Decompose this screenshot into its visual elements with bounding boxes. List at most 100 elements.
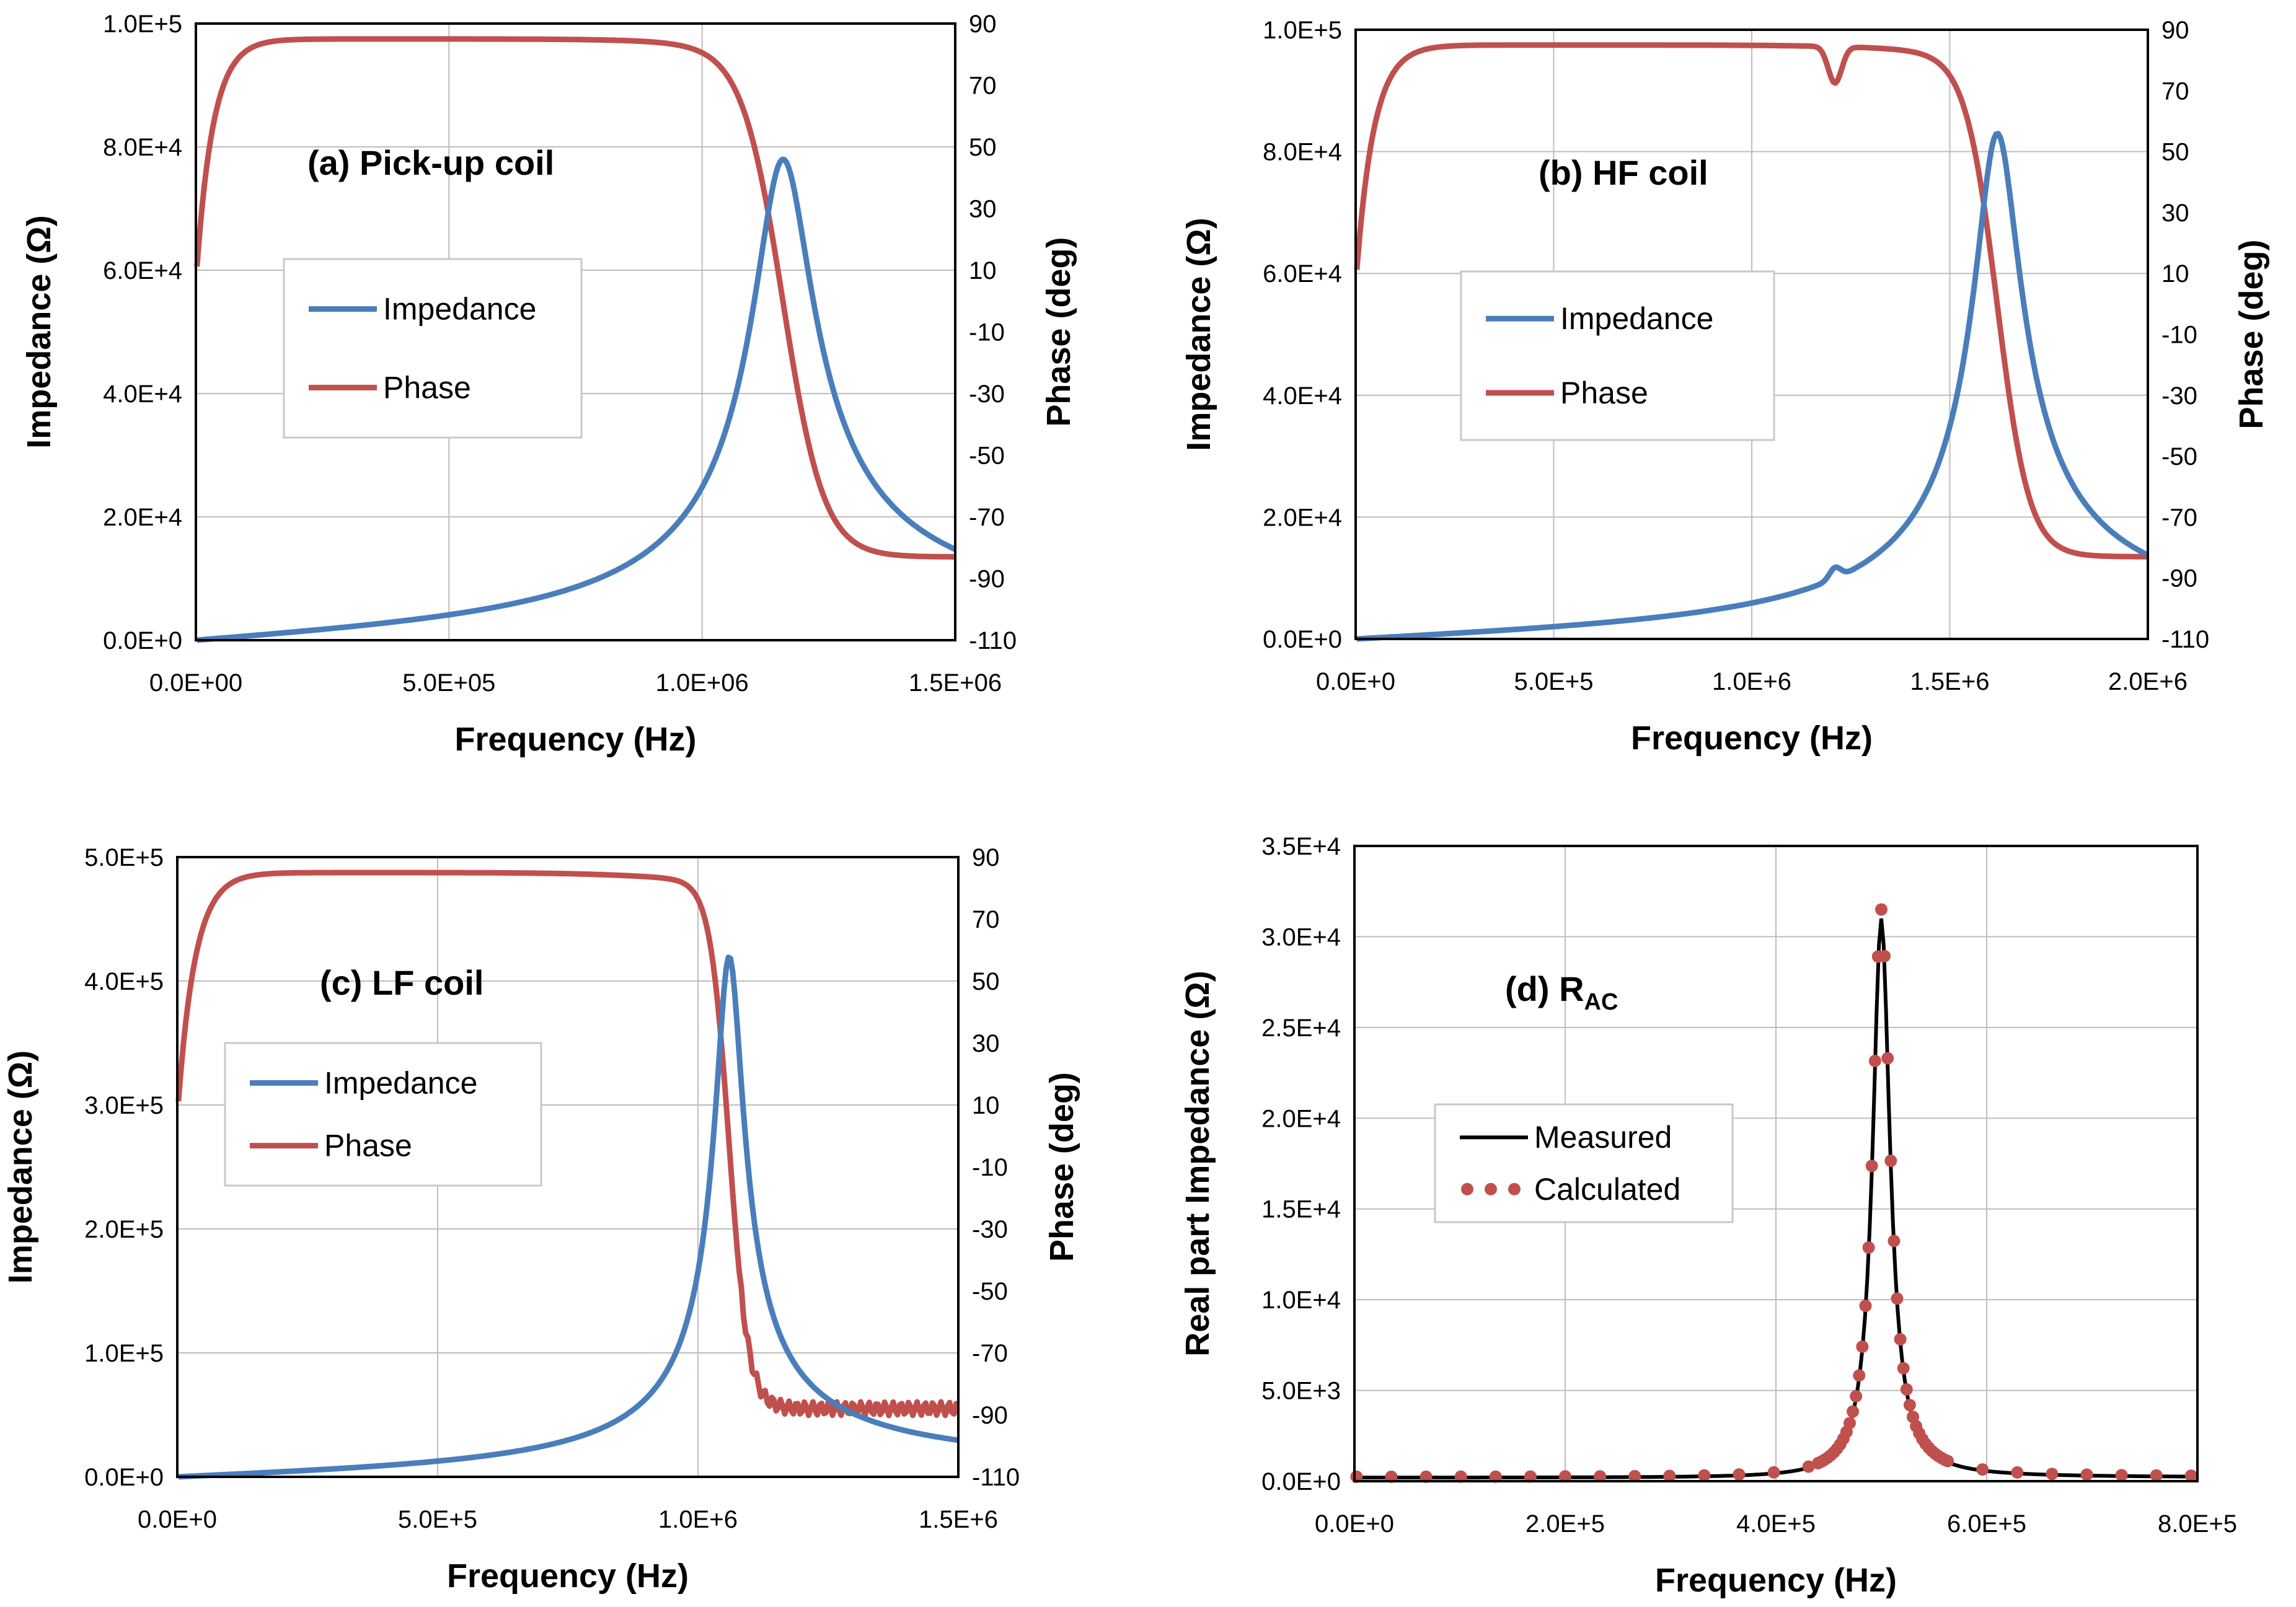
calculated-point xyxy=(1878,949,1891,962)
calculated-point xyxy=(1875,903,1888,916)
calculated-point xyxy=(1853,1369,1866,1382)
calculated-point xyxy=(2011,1466,2024,1479)
y2-tick-label: -70 xyxy=(969,504,1005,531)
impedance-series-line xyxy=(1355,131,2149,642)
chart-d: 0.0E+0 2.0E+5 4.0E+5 6.0E+5 8.0E+5 0.0E+0 5.0E… xyxy=(1179,833,2237,1599)
x-axis-label: Frequency (Hz) xyxy=(1655,1562,1897,1599)
calculated-point xyxy=(1420,1470,1433,1483)
y2-axis-label: Phase (deg) xyxy=(1043,1072,1080,1262)
legend-label-impedance: Impedance xyxy=(383,292,536,327)
y2-tick-label: -30 xyxy=(2161,382,2197,410)
y2-axis-label: Phase (deg) xyxy=(2233,239,2270,429)
x-tick-label: 0.0E+0 xyxy=(1316,668,1395,695)
panel-title: (d) RAC xyxy=(1505,969,1618,1015)
y2-tick-label: 30 xyxy=(972,1030,1000,1057)
y-tick-label: 5.0E+3 xyxy=(1261,1378,1341,1405)
legend-swatch-dot xyxy=(1461,1182,1473,1195)
x-tick-label: 1.5E+06 xyxy=(909,669,1002,697)
y-tick-label: 0.0E+0 xyxy=(1263,626,1342,653)
calculated-point xyxy=(1976,1463,1989,1476)
y-tick-label: 4.0E+4 xyxy=(1263,382,1342,410)
calculated-point xyxy=(1559,1470,1571,1483)
calculated-point xyxy=(1733,1468,1746,1481)
chart-c: 0.0E+0 5.0E+5 1.0E+6 1.5E+6 0.0E+0 1.0E+5 2.0E… xyxy=(2,844,1080,1595)
calculated-point xyxy=(1843,1417,1856,1430)
calculated-point xyxy=(1663,1469,1676,1482)
y2-tick-label: -90 xyxy=(2161,565,2197,592)
legend-box xyxy=(283,258,583,439)
y-tick-label: 0.0E+0 xyxy=(103,627,182,654)
y-tick-label: 4.0E+5 xyxy=(84,968,164,995)
y2-tick-label: -70 xyxy=(972,1340,1008,1367)
y2-tick-label: 90 xyxy=(972,844,1000,871)
y2-tick-label: -10 xyxy=(969,319,1005,346)
calculated-point xyxy=(1454,1470,1467,1483)
calculated-point xyxy=(1385,1470,1398,1483)
calculated-point xyxy=(1888,1235,1901,1248)
panel-title: (b) HF coil xyxy=(1539,153,1708,192)
phase-series-line xyxy=(194,36,956,560)
impedance-series-line xyxy=(177,954,959,1480)
impedance-series-line xyxy=(195,156,956,643)
x-tick-label: 1.5E+6 xyxy=(1910,668,1990,695)
y2-tick-label: 50 xyxy=(972,968,1000,995)
x-tick-label: 2.0E+6 xyxy=(2108,668,2188,695)
calculated-point xyxy=(1868,1054,1881,1067)
y2-tick-label: 90 xyxy=(2161,17,2189,44)
panel-title-subscript: AC xyxy=(1584,989,1618,1015)
legend-label-phase: Phase xyxy=(1560,376,1648,410)
calculated-point xyxy=(2046,1468,2059,1481)
y2-tick-label: 10 xyxy=(2161,260,2189,288)
plot-frame xyxy=(195,22,956,641)
calculated-point xyxy=(1524,1470,1537,1483)
y2-tick-label: 70 xyxy=(969,73,997,100)
legend-label-measured: Measured xyxy=(1534,1120,1672,1155)
y-tick-label: 2.5E+4 xyxy=(1261,1015,1341,1042)
y2-tick-label: -90 xyxy=(969,566,1005,593)
y-tick-label: 2.0E+4 xyxy=(1261,1105,1341,1132)
legend-label-impedance: Impedance xyxy=(1560,301,1713,336)
y2-tick-label: 70 xyxy=(972,906,1000,933)
y2-tick-label: -30 xyxy=(969,381,1005,408)
y-axis-label: Real part Impedance (Ω) xyxy=(1179,971,1216,1356)
panel-title: (a) Pick-up coil xyxy=(307,143,554,182)
y-tick-label: 1.0E+5 xyxy=(103,11,182,38)
y-tick-label: 3.0E+5 xyxy=(84,1092,164,1119)
calculated-point xyxy=(2184,1469,2197,1482)
y2-tick-label: 30 xyxy=(2161,200,2189,227)
x-tick-label: 0.0E+0 xyxy=(138,1506,217,1533)
y-tick-label: 2.0E+4 xyxy=(103,504,182,531)
y2-tick-label: -30 xyxy=(972,1216,1008,1243)
calculated-point xyxy=(1894,1333,1907,1345)
y2-tick-label: -110 xyxy=(2161,626,2209,653)
plot-frame xyxy=(1354,29,2149,640)
y2-tick-label: 10 xyxy=(972,1092,1000,1119)
calculated-point xyxy=(1856,1340,1869,1353)
legend-label-impedance: Impedance xyxy=(324,1065,477,1100)
legend-box xyxy=(224,1042,542,1187)
y2-tick-label: -10 xyxy=(2161,322,2197,349)
legend-label-phase: Phase xyxy=(383,370,471,405)
x-tick-label: 8.0E+5 xyxy=(2158,1510,2237,1538)
calculated-point xyxy=(1802,1460,1815,1473)
x-tick-label: 1.0E+6 xyxy=(658,1506,738,1533)
y2-tick-label: -70 xyxy=(2161,504,2197,531)
legend-box xyxy=(1434,1103,1734,1223)
x-tick-label: 0.0E+00 xyxy=(149,669,242,697)
calculated-point xyxy=(2080,1468,2093,1481)
y-tick-label: 3.0E+4 xyxy=(1261,923,1341,951)
y-tick-label: 5.0E+5 xyxy=(84,844,164,871)
x-tick-label: 1.0E+6 xyxy=(1712,668,1791,695)
y-tick-label: 2.0E+5 xyxy=(84,1216,164,1243)
calculated-point xyxy=(1865,1160,1878,1173)
y-tick-label: 3.5E+4 xyxy=(1261,833,1341,860)
legend-box xyxy=(1460,270,1775,441)
phase-series-line xyxy=(175,870,960,1419)
y-tick-label: 1.0E+5 xyxy=(84,1340,164,1367)
x-tick-label: 4.0E+5 xyxy=(1736,1510,1816,1538)
y-tick-label: 2.0E+4 xyxy=(1263,504,1342,531)
x-tick-label: 6.0E+5 xyxy=(1947,1510,2026,1538)
x-tick-label: 2.0E+5 xyxy=(1526,1510,1605,1538)
calculated-point xyxy=(1884,1155,1897,1167)
y-tick-label: 1.0E+4 xyxy=(1261,1287,1341,1314)
